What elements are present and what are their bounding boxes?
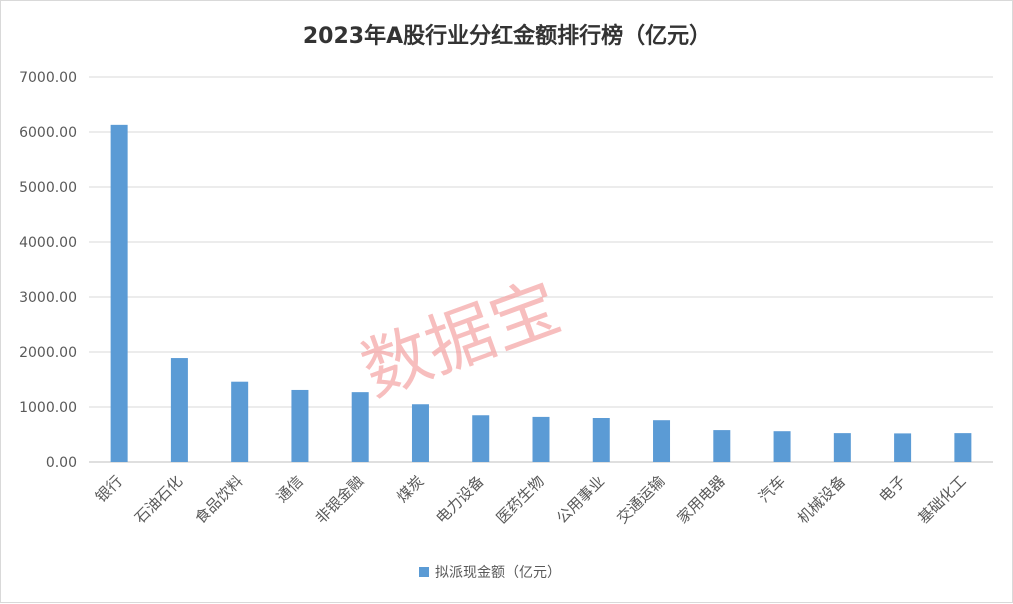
- x-tick-label: 家用电器: [673, 472, 728, 527]
- y-axis-ticks: 0.00 1000.00 2000.00 3000.00 4000.00 5000.00 6…: [19, 70, 77, 471]
- bar: [170, 358, 188, 462]
- bar: [653, 420, 671, 462]
- legend: 拟派现金额（亿元）: [419, 565, 561, 581]
- x-tick-label: 石油石化: [131, 472, 186, 527]
- bar: [110, 124, 128, 462]
- watermark-text: 数据宝: [352, 268, 571, 412]
- bar: [894, 433, 912, 462]
- y-tick-label: 4000.00: [19, 235, 77, 251]
- y-tick-label: 1000.00: [19, 400, 77, 416]
- bar: [291, 389, 309, 462]
- bar: [532, 416, 550, 462]
- x-axis-ticks: 银行 石油石化 食品饮料 通信 非银金融 煤炭 电力设备 医药生物 公用事业 交通运输 家用电器 汽车…: [92, 472, 970, 527]
- x-tick-label: 非银金融: [312, 472, 367, 527]
- x-tick-label: 电子: [875, 472, 909, 506]
- bar: [773, 431, 791, 462]
- bar: [411, 404, 429, 462]
- legend-label: 拟派现金额（亿元）: [435, 565, 561, 581]
- x-tick-label: 基础化工: [915, 472, 970, 527]
- x-tick-label: 汽车: [755, 472, 789, 506]
- x-tick-label: 食品饮料: [191, 472, 246, 527]
- y-tick-label: 2000.00: [19, 345, 77, 361]
- bar: [472, 415, 490, 462]
- bar: [351, 392, 369, 462]
- y-tick-label: 3000.00: [19, 290, 77, 306]
- y-tick-label: 6000.00: [19, 125, 77, 141]
- x-tick-label: 机械设备: [794, 472, 849, 527]
- bar: [592, 418, 610, 462]
- bar: [954, 433, 972, 462]
- x-tick-label: 公用事业: [553, 472, 608, 527]
- x-tick-label: 煤炭: [393, 472, 427, 506]
- y-tick-label: 7000.00: [19, 70, 77, 86]
- legend-swatch: [419, 567, 429, 577]
- bars: [110, 124, 972, 462]
- x-tick-label: 医药生物: [493, 472, 548, 527]
- x-tick-label: 银行: [92, 472, 126, 506]
- chart-title: 2023年A股行业分红金额排行榜（亿元）: [303, 23, 711, 49]
- x-tick-label: 通信: [273, 472, 307, 506]
- bar: [713, 430, 731, 462]
- x-tick-label: 电力设备: [432, 472, 487, 527]
- y-tick-label: 5000.00: [19, 180, 77, 196]
- y-tick-label: 0.00: [46, 455, 77, 471]
- x-tick-label: 交通运输: [613, 472, 668, 527]
- bar: [833, 433, 851, 462]
- bar: [231, 381, 249, 462]
